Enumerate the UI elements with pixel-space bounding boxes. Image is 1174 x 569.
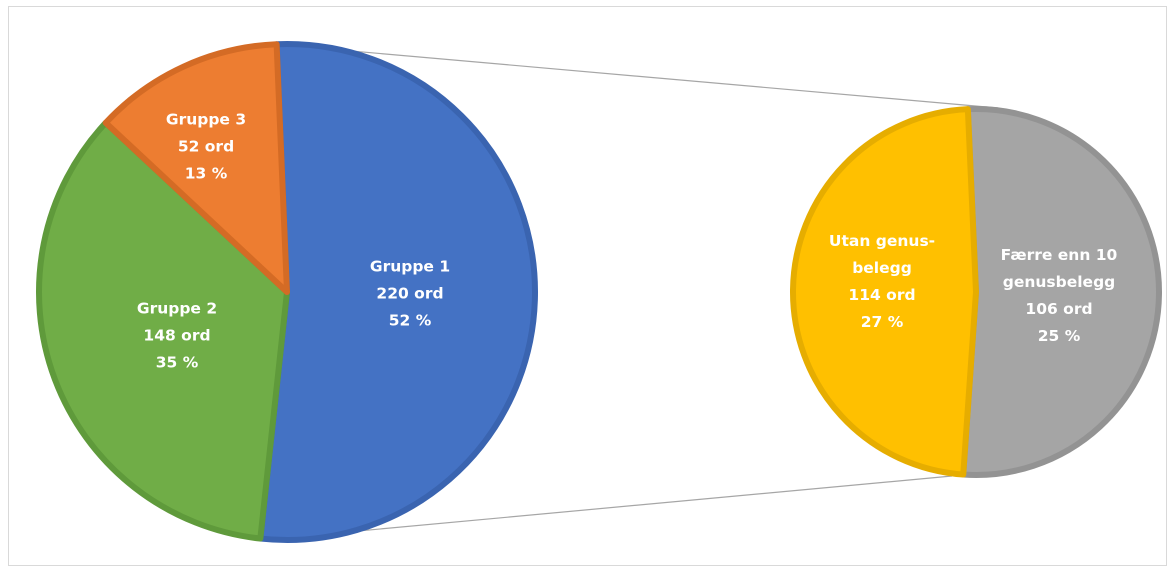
data-label-2: Gruppe 2 148 ord 35 % — [137, 300, 217, 372]
secondary-data-label-1: Utan genus-belegg 114 ord 27 % — [829, 232, 935, 331]
slice-gruppe-1 — [257, 41, 538, 543]
connector-lines — [271, 43, 999, 540]
connector-line-top — [271, 43, 999, 109]
data-labels: Gruppe 1 220 ord 52 % Gruppe 2 148 ord 35 % Gr… — [137, 111, 1118, 372]
connector-line-bottom — [271, 475, 953, 540]
data-label-3: Gruppe 3 52 ord 13 % — [166, 111, 246, 183]
secondary-slice-2 — [790, 106, 979, 478]
secondary-slice-1 — [960, 106, 1162, 478]
secondary-pie — [790, 106, 1162, 478]
main-pie — [36, 41, 538, 543]
secondary-data-label-2: Færre enn 10 genusbelegg 106 ord 25 % — [1001, 246, 1118, 345]
slice-gruppe-3 — [102, 41, 290, 295]
slice-gruppe-2 — [36, 119, 290, 542]
data-label-1: Gruppe 1 220 ord 52 % — [370, 258, 450, 330]
